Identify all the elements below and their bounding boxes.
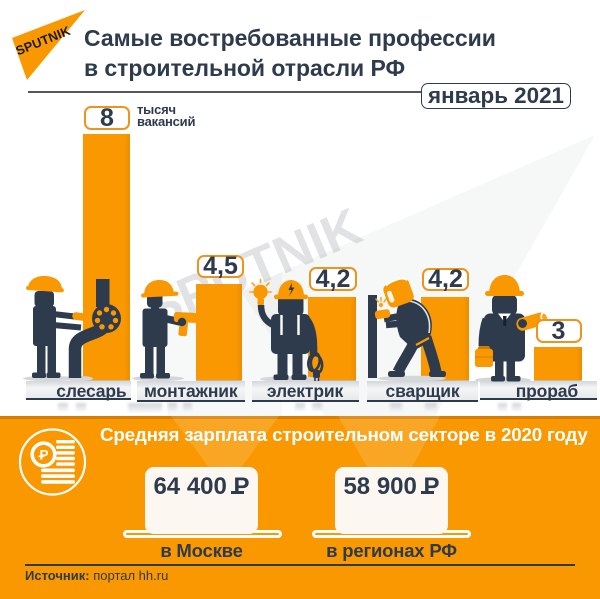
svg-text:P: P (39, 448, 48, 463)
